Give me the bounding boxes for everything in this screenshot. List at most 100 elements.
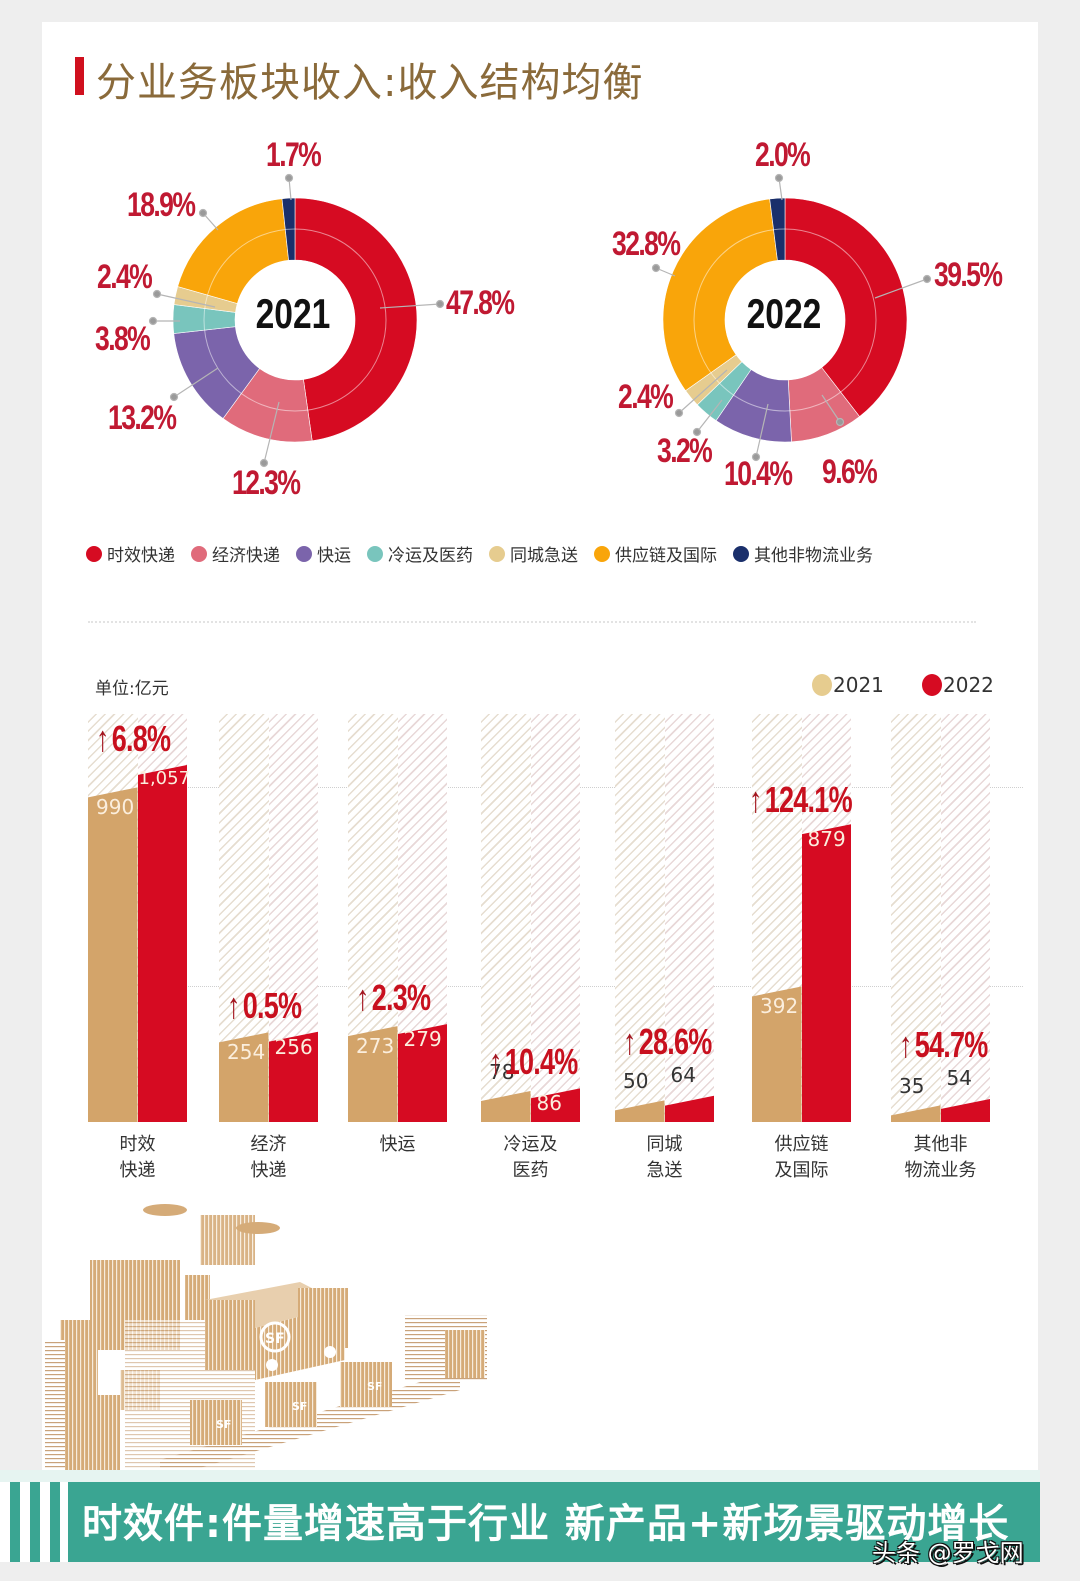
bar-2021 — [88, 787, 138, 1122]
donut-chart-2021 — [172, 197, 418, 443]
logistics-illustration: SF SF SF SF — [45, 1204, 487, 1480]
legend-label: 2022 — [943, 673, 994, 697]
donut-2021-label-economy: 12.3% — [232, 464, 301, 502]
bar-value-2022: 86 — [536, 1091, 562, 1116]
up-arrow-icon: ↑ — [749, 779, 763, 821]
bar-value-2021: 50 — [623, 1069, 649, 1094]
legend-label: 供应链及国际 — [615, 546, 717, 566]
svg-text:SF: SF — [216, 1418, 231, 1431]
legend-dot-icon — [733, 545, 749, 562]
donut-2022-label-supply-chain: 32.8% — [612, 225, 681, 263]
legend-item-time-express: 时效快递 — [86, 541, 175, 566]
legend-label: 2021 — [833, 673, 884, 697]
donut-2021-label-cold-chain: 3.8% — [95, 320, 151, 358]
legend-dot-icon — [296, 545, 312, 562]
legend-label: 时效快递 — [107, 546, 175, 566]
banner-top-strip — [0, 1470, 1040, 1482]
legend-item-supply-chain: 供应链及国际 — [594, 541, 717, 566]
bar-value-2022: 1,057 — [138, 768, 191, 790]
up-arrow-icon: ↑ — [623, 1020, 637, 1062]
bar-value-2021: 392 — [760, 994, 799, 1019]
title-accent-bar — [75, 57, 84, 95]
bar-2021 — [348, 1026, 398, 1122]
bar-background-2022 — [940, 714, 990, 1122]
section-banner — [0, 1482, 1040, 1562]
category-label: 同城 急送 — [646, 1134, 683, 1181]
legend-dot-icon — [489, 545, 505, 562]
watermark: 头条 @罗戈网 — [872, 1539, 1024, 1567]
legend-dot-icon — [812, 674, 832, 696]
legend-label: 同城急送 — [510, 546, 578, 566]
legend-item-other: 其他非物流业务 — [733, 541, 873, 566]
page-title: 分业务板块收入:收入结构均衡 — [96, 60, 644, 106]
bar-2022 — [137, 765, 187, 1122]
growth-rate-label: ↑28.6% — [623, 1020, 712, 1062]
legend-label: 其他非物流业务 — [754, 546, 873, 566]
category-label: 供应链 及国际 — [774, 1134, 829, 1181]
legend-label: 经济快递 — [212, 546, 280, 566]
donut-2022-label-freight: 10.4% — [724, 455, 793, 493]
donut-2021-label-other: 1.7% — [266, 136, 322, 174]
bar-value-2021: 254 — [227, 1040, 266, 1065]
svg-text:SF: SF — [292, 1400, 307, 1413]
donut-2021-label-freight: 13.2% — [108, 399, 177, 437]
bar-legend-2022: 2022 — [922, 673, 994, 697]
bar-value-2022: 279 — [403, 1027, 442, 1052]
up-arrow-icon: ↑ — [356, 977, 370, 1019]
growth-rate-label: ↑6.8% — [96, 718, 171, 760]
svg-text:SF: SF — [367, 1380, 382, 1393]
bar-value-2022: 64 — [670, 1062, 696, 1087]
bar-value-2022: 256 — [274, 1034, 313, 1059]
up-arrow-icon: ↑ — [227, 984, 241, 1026]
legend-item-economy-express: 经济快递 — [191, 541, 280, 566]
banner-stripe-pattern — [0, 1482, 68, 1562]
bar-2021 — [219, 1032, 269, 1122]
donut-2022-label-economy: 9.6% — [822, 453, 878, 491]
banner-title: 时效件:件量增速高于行业 新产品+新场景驱动增长 — [82, 1501, 1010, 1547]
legend-label: 冷运及医药 — [388, 546, 473, 566]
bar-value-2022: 879 — [807, 827, 846, 852]
category-label: 冷运及 医药 — [503, 1134, 558, 1181]
bar-background-2022 — [664, 714, 714, 1122]
bar-2022 — [801, 824, 851, 1122]
unit-label: 单位:亿元 — [95, 679, 169, 699]
legend-label: 快运 — [317, 546, 351, 566]
bar-value-2021: 990 — [96, 795, 135, 820]
legend-dot-icon — [191, 545, 207, 562]
donut-center-year-2022: 2022 — [746, 290, 822, 337]
donut-center-year-2021: 2021 — [255, 290, 331, 337]
svg-text:SF: SF — [265, 1331, 285, 1347]
bar-value-2021: 78 — [489, 1060, 515, 1085]
legend-dot-icon — [922, 674, 942, 696]
legend-item-cold-chain: 冷运及医药 — [367, 541, 473, 566]
bar-value-2022: 54 — [946, 1066, 972, 1091]
growth-rate-label: ↑124.1% — [749, 779, 853, 821]
donut-2022-label-cold-chain: 3.2% — [657, 432, 713, 470]
up-arrow-icon: ↑ — [489, 1041, 503, 1083]
bar-legend-2021: 2021 — [812, 673, 884, 697]
category-label: 其他非 物流业务 — [904, 1134, 977, 1181]
bar-background-2021 — [891, 714, 941, 1122]
bar-background-2022 — [530, 714, 580, 1122]
category-label: 经济 快递 — [250, 1134, 287, 1181]
category-label: 时效 快递 — [119, 1134, 156, 1181]
bar-value-2021: 273 — [356, 1034, 395, 1059]
bar-value-2021: 35 — [899, 1074, 925, 1099]
growth-rate-label: ↑0.5% — [227, 984, 302, 1026]
legend-dot-icon — [86, 545, 102, 562]
growth-rate-label: ↑54.7% — [899, 1024, 988, 1066]
donut-2021-label-time-express: 47.8% — [446, 284, 515, 322]
donut-2022-label-intracity: 2.4% — [618, 378, 674, 416]
leader-lines — [148, 173, 932, 468]
up-arrow-icon: ↑ — [96, 718, 110, 760]
growth-rate-label: ↑10.4% — [489, 1041, 578, 1083]
donut-2021-label-supply-chain: 18.9% — [127, 186, 196, 224]
section-divider — [88, 621, 976, 623]
bar-2022 — [397, 1024, 447, 1122]
up-arrow-icon: ↑ — [899, 1024, 913, 1066]
legend-item-intracity: 同城急送 — [489, 541, 578, 566]
donut-2021-label-intracity: 2.4% — [97, 258, 153, 296]
donut-2022-label-other: 2.0% — [755, 136, 811, 174]
donut-2022-label-time-express: 39.5% — [934, 256, 1003, 294]
donut-legend: 时效快递 经济快递 快运 冷运及医药 同城急送 供应链及国际 其他非物流业务 — [86, 541, 889, 566]
